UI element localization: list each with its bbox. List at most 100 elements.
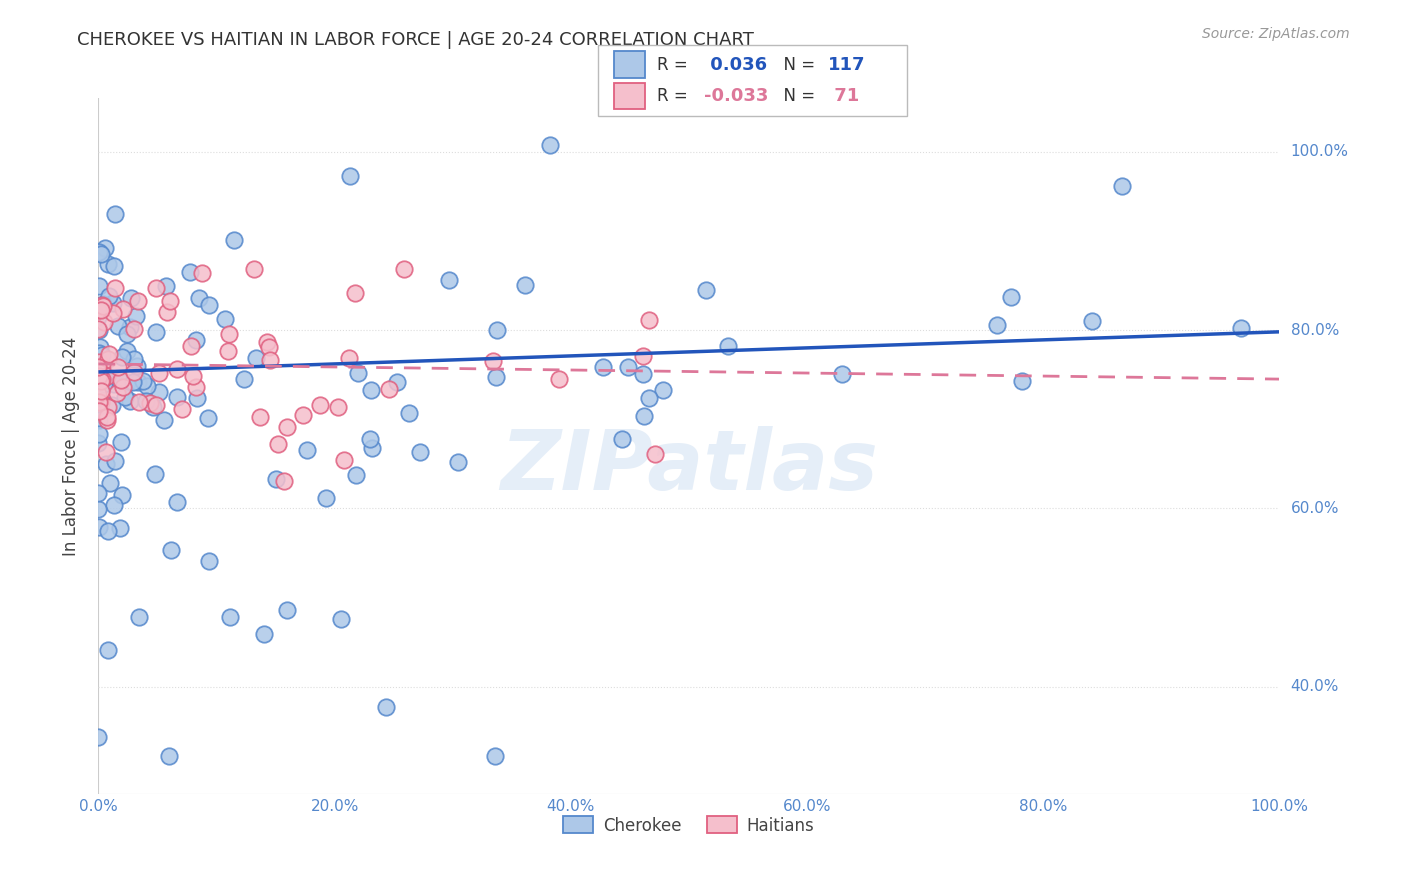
Point (120, 393, 142, 408)
Point (93, 376, 115, 391)
Point (617, 360, 640, 375)
Text: 40.0%: 40.0% (1291, 680, 1339, 694)
Point (184, 379, 207, 393)
Point (249, 410, 271, 425)
Point (125, 309, 148, 323)
Point (398, 406, 420, 420)
Point (633, 409, 655, 423)
Point (170, 401, 193, 416)
Text: R =: R = (657, 55, 693, 73)
Point (986, 318, 1008, 332)
Point (122, 365, 145, 379)
Point (180, 338, 202, 352)
Point (108, 374, 131, 388)
Point (486, 323, 509, 337)
Point (360, 383, 382, 397)
Point (96, 410, 118, 425)
Point (97, 256, 120, 270)
Text: R =: R = (657, 87, 693, 105)
Point (87, 427, 110, 442)
Point (1000, 290, 1022, 304)
Point (328, 401, 350, 415)
Point (198, 554, 221, 568)
Point (253, 627, 276, 641)
Text: 60.0%: 60.0% (1291, 501, 1339, 516)
Point (87, 279, 110, 293)
Point (91, 297, 114, 311)
Point (245, 351, 267, 365)
Point (638, 392, 661, 406)
Point (485, 369, 508, 384)
Point (482, 353, 505, 368)
Point (538, 138, 561, 153)
Point (214, 312, 236, 326)
Point (139, 396, 162, 410)
Point (104, 453, 127, 467)
Point (145, 281, 167, 295)
Point (100, 398, 122, 412)
Point (87, 435, 110, 450)
Point (89, 412, 111, 426)
Point (87, 404, 110, 418)
Point (409, 445, 432, 459)
Point (87, 303, 110, 318)
Point (98, 347, 121, 361)
Point (188, 291, 211, 305)
Point (1111, 179, 1133, 194)
Point (179, 265, 201, 279)
Point (157, 749, 180, 764)
Legend: Cherokee, Haitians: Cherokee, Haitians (557, 810, 821, 841)
Point (148, 385, 170, 400)
Point (344, 468, 367, 483)
Point (346, 366, 368, 380)
Point (87, 520, 110, 534)
Point (717, 339, 740, 353)
Point (93, 299, 115, 313)
Point (392, 262, 415, 277)
Point (156, 305, 179, 319)
Point (96, 368, 118, 383)
Point (89, 244, 111, 259)
Point (219, 610, 242, 624)
Point (103, 498, 125, 512)
Point (90, 247, 112, 261)
Point (1011, 374, 1033, 388)
Point (132, 375, 155, 389)
Point (122, 375, 145, 389)
Point (87, 730, 110, 744)
Point (295, 443, 318, 458)
Point (90, 303, 112, 318)
Point (94, 241, 117, 255)
Point (610, 432, 633, 446)
Point (145, 398, 167, 412)
Point (387, 375, 409, 389)
Point (107, 359, 129, 374)
Point (361, 441, 384, 455)
Text: Source: ZipAtlas.com: Source: ZipAtlas.com (1202, 27, 1350, 41)
Point (90, 374, 112, 388)
Point (695, 283, 717, 297)
Point (93, 371, 115, 385)
Point (101, 306, 124, 320)
Point (186, 392, 208, 406)
Point (89, 371, 111, 385)
Point (309, 398, 332, 412)
Point (264, 472, 287, 486)
Point (111, 380, 134, 394)
Point (547, 372, 569, 386)
Point (337, 351, 360, 365)
Point (117, 344, 139, 359)
Point (217, 343, 239, 358)
Point (104, 281, 127, 295)
Point (90, 384, 112, 399)
Point (115, 327, 138, 342)
Point (166, 390, 188, 404)
Point (291, 408, 314, 422)
Point (359, 432, 381, 446)
Text: 0.036: 0.036 (704, 55, 768, 73)
Point (110, 435, 132, 450)
Point (143, 467, 166, 481)
Point (148, 366, 170, 380)
Point (115, 376, 138, 390)
Point (97, 289, 120, 303)
